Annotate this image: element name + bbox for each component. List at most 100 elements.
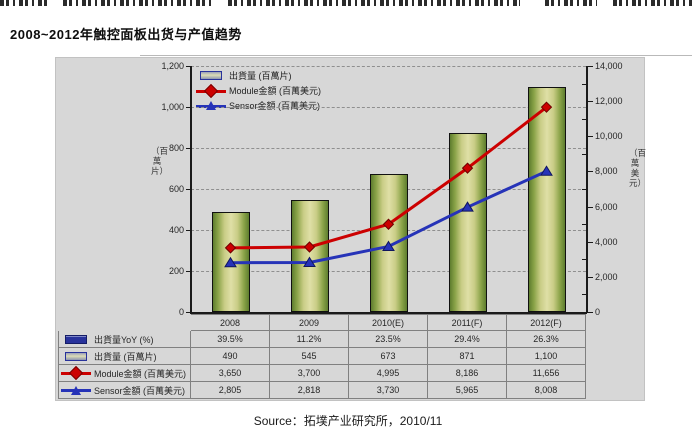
right-axis-tick-label: 2,000	[595, 271, 618, 282]
table-row-label-text: Sensor金額 (百萬美元)	[94, 385, 186, 396]
right-axis-minor-tick	[582, 83, 586, 85]
left-axis-tick-label: 1,200	[161, 61, 184, 71]
table-value-cell: 39.5%	[191, 331, 270, 348]
right-axis-tick	[588, 136, 593, 138]
table-value-cell: 11.2%	[270, 331, 349, 348]
bar-swatch-icon	[61, 351, 91, 361]
bar-2009	[290, 200, 329, 312]
table-header-row: 2008 2009 2010(E) 2011(F) 2012(F)	[58, 314, 586, 331]
right-axis-minor-tick	[582, 294, 586, 296]
right-axis-tick	[588, 241, 593, 243]
legend-label: Module金額 (百萬美元)	[229, 86, 322, 96]
table-header-cell: 2012(F)	[507, 314, 586, 331]
table-value-cell: 8,008	[507, 382, 586, 399]
page-title: 2008~2012年触控面板出货与产值趋势	[10, 27, 242, 42]
table-header-cell: 2009	[270, 314, 349, 331]
left-axis	[190, 66, 192, 313]
table-value-cell: 2,818	[270, 382, 349, 399]
right-axis-tick-label: 14,000	[595, 61, 623, 71]
table-row: Module金額 (百萬美元) 3,650 3,700 4,995 8,186 11,65…	[58, 365, 586, 382]
table-value-cell: 11,656	[507, 365, 586, 382]
table-row-label: 出貨量 (百萬片)	[58, 348, 191, 365]
table-header-cell: 2008	[191, 314, 270, 331]
left-axis-tick-label: 600	[168, 184, 184, 194]
left-axis-tick-label: 400	[168, 225, 184, 235]
blue-triangle-icon	[61, 385, 91, 395]
red-diamond-icon	[61, 365, 91, 381]
table-row: 出貨量YoY (%) 39.5% 11.2% 23.5% 29.4% 26.3%	[58, 331, 586, 348]
table-value-cell: 673	[349, 348, 428, 365]
sensor-triangle-marker	[540, 165, 553, 176]
sensor-triangle-marker	[461, 201, 474, 212]
bar-swatch-icon	[196, 71, 226, 80]
table-value-cell: 4,995	[349, 365, 428, 382]
right-axis-tick-label: 6,000	[595, 201, 618, 212]
left-axis-tick-label: 800	[168, 143, 184, 153]
gridline	[191, 148, 586, 149]
legend-item: 出貨量 (百萬片)	[196, 68, 321, 83]
left-axis-tick-label: 0	[178, 307, 184, 317]
blue-triangle-icon	[196, 101, 226, 110]
table-value-cell: 29.4%	[428, 331, 507, 348]
left-axis-tick-label: 1,000	[161, 102, 184, 112]
left-axis-tick	[186, 271, 191, 272]
table-value-cell: 3,650	[191, 365, 270, 382]
right-axis-tick	[588, 66, 593, 67]
touch-panel-trend-chart: 出貨量 (百萬片) Module金額 (百萬美元) Sensor金額 (百萬美元) …	[55, 57, 647, 401]
table-value-cell: 3,700	[270, 365, 349, 382]
table-value-cell: 23.5%	[349, 331, 428, 348]
sensor-triangle-marker	[382, 240, 395, 251]
table-row-label: 出貨量YoY (%)	[58, 331, 191, 348]
divider-line	[140, 55, 692, 56]
left-axis-tick-label: 200	[168, 266, 184, 276]
table-value-cell: 490	[191, 348, 270, 365]
right-axis-tick-label: 4,000	[595, 236, 618, 247]
chart-legend: 出貨量 (百萬片) Module金額 (百萬美元) Sensor金額 (百萬美元)	[196, 68, 321, 113]
right-axis-tick-label: 0	[595, 307, 601, 317]
table-value-cell: 3,730	[349, 382, 428, 399]
right-axis-tick	[588, 312, 593, 313]
sensor-triangle-marker	[224, 256, 237, 268]
table-value-cell: 5,965	[428, 382, 507, 399]
right-axis-minor-tick	[582, 118, 586, 120]
module-diamond-marker	[540, 101, 553, 113]
table-value-cell: 8,186	[428, 365, 507, 382]
right-axis	[586, 66, 588, 313]
left-axis-tick	[186, 189, 191, 190]
legend-item: Module金額 (百萬美元)	[196, 83, 321, 98]
left-axis-tick	[186, 66, 191, 67]
legend-label: 出貨量 (百萬片)	[229, 71, 292, 81]
bar-2012(F)	[527, 86, 566, 312]
table-value-cell: 26.3%	[507, 331, 586, 348]
table-row-label-text: 出貨量 (百萬片)	[94, 351, 157, 362]
left-axis-tick	[186, 230, 191, 231]
table-row: 出貨量 (百萬片) 490 545 673 871 1,100	[58, 348, 586, 365]
module-diamond-marker	[224, 242, 237, 254]
right-axis-minor-tick	[582, 153, 586, 155]
right-axis-tick-label: 12,000	[595, 96, 623, 107]
source-caption: Source：拓墣产业研究所，2010/11	[253, 414, 443, 428]
right-axis-minor-tick	[582, 259, 586, 261]
left-axis-tick	[186, 107, 191, 108]
x-axis	[190, 312, 587, 314]
yoy-bar-swatch-icon	[61, 334, 91, 344]
left-axis-tick	[186, 148, 191, 149]
table-value-cell: 871	[428, 348, 507, 365]
left-axis-tick	[186, 312, 191, 313]
table-row-label-text: 出貨量YoY (%)	[94, 334, 154, 345]
right-axis-tick-label: 8,000	[595, 166, 618, 177]
right-axis-minor-tick	[582, 189, 586, 190]
table-header-cell: 2011(F)	[428, 314, 507, 331]
right-axis-minor-tick	[582, 224, 586, 226]
legend-label: Sensor金額 (百萬美元)	[229, 101, 321, 111]
right-axis-tick	[588, 206, 593, 208]
right-axis-title: （百萬美元）	[629, 148, 647, 188]
module-diamond-marker	[382, 218, 395, 230]
line-series-layer	[224, 101, 553, 268]
right-axis-tick	[588, 101, 593, 103]
left-axis-title: （百萬片）	[151, 146, 169, 176]
legend-item: Sensor金額 (百萬美元)	[196, 98, 321, 113]
red-diamond-icon	[196, 83, 226, 98]
gridline	[191, 107, 586, 108]
gridline	[191, 66, 586, 67]
